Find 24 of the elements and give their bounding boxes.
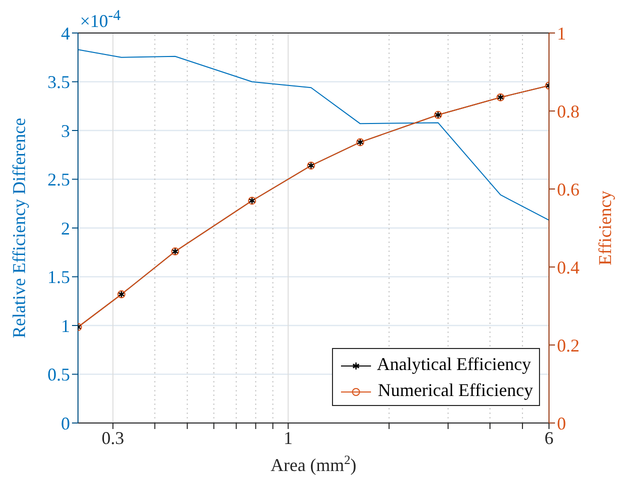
- y2-tick-label: 1: [557, 23, 566, 44]
- y-axis-title: Relative Efficiency Difference: [9, 118, 29, 338]
- y-tick-label: 4: [61, 23, 70, 44]
- x-axis-title: Area (mm$^{2}$): [270, 453, 356, 475]
- y-tick-label: 0: [61, 413, 70, 434]
- y-tick-label: 0.5: [48, 364, 70, 385]
- y2-axis-title: Efficiency: [595, 190, 615, 266]
- x-tick-label: 0.3: [102, 428, 124, 448]
- y2-tick-label: 0.2: [557, 335, 580, 356]
- x-tick-label: 6: [544, 428, 554, 448]
- legend-label: Numerical Efficiency: [376, 379, 533, 402]
- y2-tick-label: 0.6: [557, 179, 580, 200]
- y-tick-label: 2.5: [48, 170, 70, 190]
- x-tick-label: 1: [284, 428, 293, 448]
- y2-tick-label: 0.4: [557, 257, 580, 278]
- y-tick-label: 2: [61, 218, 70, 238]
- y2-tick-label: 0: [557, 413, 566, 434]
- y-tick-label: 3: [61, 120, 70, 141]
- y-tick-label: 1: [61, 316, 70, 336]
- y2-tick-label: 0.8: [557, 101, 580, 122]
- legend-label: Analytical Efficiency: [376, 353, 532, 376]
- y-tick-label: 3.5: [48, 72, 70, 92]
- y-tick-label: 1.5: [48, 267, 70, 288]
- text: ×10$^{-4}$: [80, 8, 121, 32]
